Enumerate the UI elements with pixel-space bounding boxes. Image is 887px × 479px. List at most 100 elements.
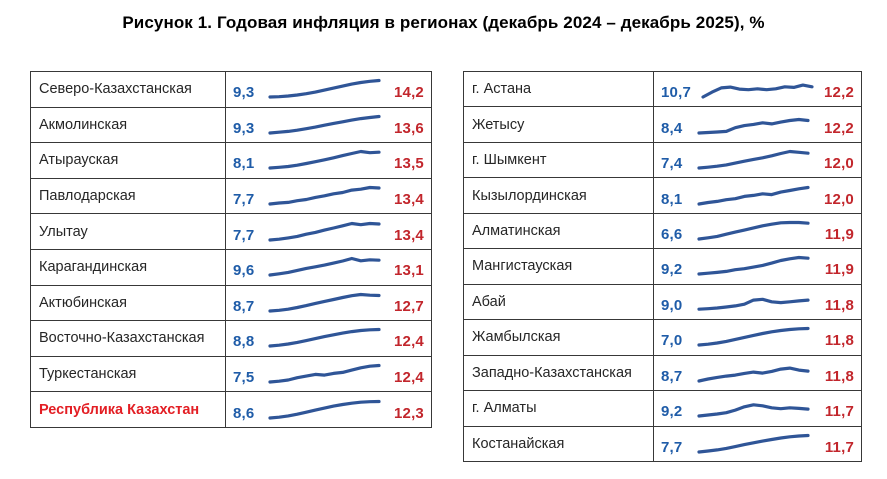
start-value: 8,1 (233, 155, 255, 173)
end-value: 12,0 (823, 155, 854, 173)
start-value: 7,0 (661, 332, 683, 350)
start-value: 9,0 (661, 296, 683, 314)
sparkline (697, 403, 810, 418)
sparkline-path (697, 220, 810, 241)
region-name: Акмолинская (31, 107, 226, 143)
table-row: Актюбинская 8,7 12,7 (31, 284, 431, 321)
end-value: 12,2 (823, 119, 854, 137)
inflation-trend-cell: 9,3 14,2 (226, 72, 431, 107)
sparkline (268, 328, 381, 349)
inflation-trend-cell: 7,5 12,4 (226, 357, 431, 392)
region-name: Актюбинская (31, 285, 226, 321)
region-name: Мангистауская (464, 249, 654, 284)
end-value: 12,7 (393, 297, 424, 315)
sparkline-path (268, 257, 381, 277)
sparkline-path (697, 256, 810, 277)
inflation-trend-cell: 9,3 13,6 (226, 108, 431, 143)
start-value: 8,8 (233, 333, 255, 351)
sparkline-path (697, 150, 810, 170)
end-value: 12,4 (393, 369, 424, 387)
end-value: 11,8 (824, 332, 854, 350)
region-name: Жетысу (464, 107, 654, 142)
start-value: 7,5 (233, 369, 255, 387)
sparkline-path (697, 297, 810, 311)
inflation-trend-cell: 6,6 11,9 (654, 214, 861, 248)
end-value: 14,2 (393, 84, 424, 102)
sparkline (268, 292, 381, 313)
sparkline (697, 327, 810, 347)
sparkline (697, 150, 810, 170)
end-value: 13,1 (393, 262, 424, 280)
region-name: Кызылординская (464, 178, 654, 213)
inflation-trend-cell: 7,4 12,0 (654, 143, 861, 177)
inflation-table-left: Северо-Казахстанская 9,3 14,2 Акмолинска… (30, 71, 432, 428)
sparkline (697, 220, 810, 241)
inflation-trend-cell: 8,1 13,5 (226, 143, 431, 178)
start-value: 8,6 (233, 404, 255, 422)
table-row: г. Алматы 9,2 11,7 (464, 390, 861, 426)
sparkline (697, 117, 810, 135)
sparkline (268, 257, 381, 277)
start-value: 10,7 (661, 84, 691, 102)
table-row: г. Астана 10,7 12,2 (464, 72, 861, 107)
region-name: Восточно-Казахстанская (31, 321, 226, 356)
inflation-trend-cell: 7,7 11,7 (654, 427, 861, 461)
end-value: 13,5 (393, 155, 424, 173)
end-value: 13,4 (393, 191, 424, 209)
inflation-table-right: г. Астана 10,7 12,2 Жетысу 8,4 12,2 г. Ш… (463, 71, 862, 462)
sparkline-path (268, 221, 381, 242)
sparkline (697, 256, 810, 277)
sparkline (268, 399, 381, 420)
region-name: Абай (464, 284, 654, 320)
table-row: Туркестанская 7,5 12,4 (31, 355, 431, 392)
region-name: Костанайская (464, 426, 654, 461)
sparkline (697, 433, 810, 454)
inflation-trend-cell: 9,6 13,1 (226, 250, 431, 285)
end-value: 11,7 (824, 403, 854, 421)
table-row: Жетысу 8,4 12,2 (464, 106, 861, 142)
inflation-trend-cell: 8,1 12,0 (654, 178, 861, 212)
end-value: 11,8 (824, 367, 854, 385)
start-value: 9,3 (233, 119, 255, 137)
inflation-trend-cell: 8,7 11,8 (654, 356, 861, 390)
sparkline-path (268, 150, 381, 171)
region-name: Атырауская (31, 143, 226, 178)
table-row: Жамбылская 7,0 11,8 (464, 319, 861, 355)
table-row: Павлодарская 7,7 13,4 (31, 177, 431, 214)
sparkline (268, 185, 381, 206)
inflation-trend-cell: 8,6 12,3 (226, 392, 431, 427)
sparkline (268, 150, 381, 171)
start-value: 8,7 (233, 297, 255, 315)
inflation-trend-cell: 8,7 12,7 (226, 286, 431, 321)
table-row: Улытау 7,7 13,4 (31, 213, 431, 249)
figure-title: Рисунок 1. Годовая инфляция в регионах (… (122, 13, 765, 32)
region-name: Карагандинская (31, 249, 226, 285)
sparkline-path (268, 328, 381, 349)
table-row: Атырауская 8,1 13,5 (31, 142, 431, 178)
end-value: 11,7 (824, 438, 854, 456)
sparkline-path (268, 363, 381, 384)
end-value: 11,8 (824, 296, 854, 314)
table-row: Мангистауская 9,2 11,9 (464, 248, 861, 284)
end-value: 11,9 (824, 226, 854, 244)
sparkline (697, 366, 810, 383)
region-name: Северо-Казахстанская (31, 72, 226, 107)
start-value: 6,6 (661, 226, 683, 244)
region-name: г. Шымкент (464, 142, 654, 178)
sparkline-path (697, 366, 810, 383)
sparkline-path (697, 433, 810, 454)
region-name: Жамбылская (464, 320, 654, 355)
sparkline-path (268, 185, 381, 206)
table-row: Кызылординская 8,1 12,0 (464, 177, 861, 213)
table-row: Восточно-Казахстанская 8,8 12,4 (31, 320, 431, 356)
table-row: Республика Казахстан 8,6 12,3 (31, 391, 431, 427)
region-name: г. Алматы (464, 391, 654, 426)
sparkline-path (697, 117, 810, 135)
sparkline (701, 83, 814, 99)
inflation-trend-cell: 9,2 11,7 (654, 391, 861, 425)
inflation-trend-cell: 8,8 12,4 (226, 321, 431, 356)
region-name: Улытау (31, 214, 226, 249)
inflation-trend-cell: 9,0 11,8 (654, 285, 861, 319)
sparkline-path (697, 185, 810, 206)
sparkline (268, 114, 381, 135)
